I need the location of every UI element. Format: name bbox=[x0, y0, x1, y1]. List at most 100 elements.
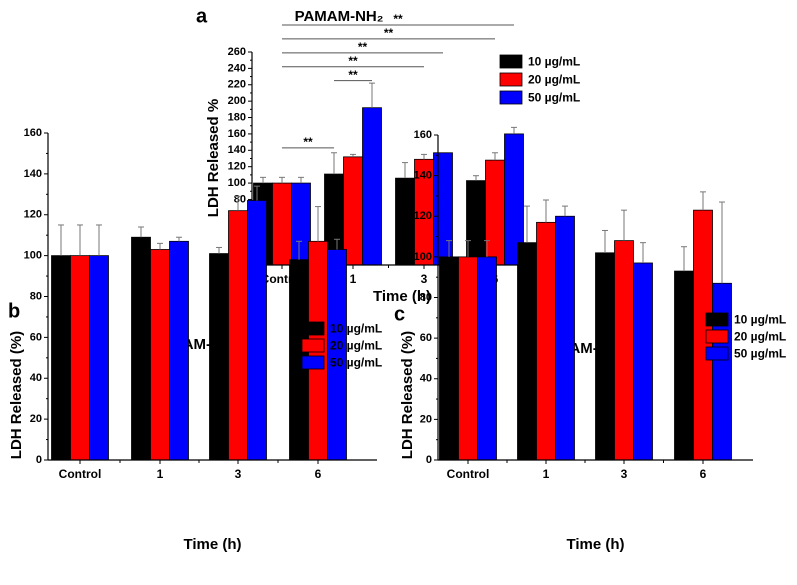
legend-swatch bbox=[705, 329, 729, 344]
y-tick-label: 160 bbox=[414, 129, 432, 141]
y-tick-label: 80 bbox=[420, 291, 432, 303]
bar bbox=[89, 255, 109, 461]
legend-swatch bbox=[705, 346, 729, 361]
y-tick-label: 160 bbox=[24, 127, 42, 139]
significance-label: ** bbox=[393, 12, 403, 26]
y-tick-label: 80 bbox=[30, 290, 42, 302]
x-tick-label: 3 bbox=[621, 467, 628, 481]
bar bbox=[477, 256, 497, 461]
bar bbox=[291, 182, 311, 266]
y-tick-label: 100 bbox=[228, 177, 246, 189]
bar bbox=[712, 282, 732, 461]
x-tick-label: 3 bbox=[421, 272, 428, 286]
legend-label: 10 µg/mL bbox=[734, 313, 786, 327]
legend-swatch bbox=[499, 72, 523, 87]
legend-label: 20 µg/mL bbox=[734, 330, 786, 344]
bar bbox=[485, 159, 505, 266]
bar bbox=[70, 255, 90, 461]
bar bbox=[614, 240, 634, 461]
bar bbox=[458, 256, 478, 461]
x-tick-label: 6 bbox=[700, 467, 707, 481]
y-tick-label: 0 bbox=[36, 454, 42, 466]
legend-swatch bbox=[301, 338, 325, 353]
y-tick-label: 60 bbox=[420, 332, 432, 344]
legend-label: 50 µg/mL bbox=[330, 356, 382, 370]
y-tick-label: 80 bbox=[234, 193, 246, 205]
bar bbox=[272, 182, 292, 266]
legend-label: 20 µg/mL bbox=[528, 73, 580, 87]
legend-label: 20 µg/mL bbox=[330, 339, 382, 353]
y-tick-label: 220 bbox=[228, 79, 246, 91]
y-tick-label: 140 bbox=[24, 168, 42, 180]
bar bbox=[209, 253, 229, 461]
bar bbox=[395, 177, 415, 266]
legend-label: 10 µg/mL bbox=[330, 322, 382, 336]
bar bbox=[595, 252, 615, 461]
bar bbox=[536, 221, 556, 461]
legend-swatch bbox=[499, 54, 523, 69]
chart-panel-a: aPAMAM-NH₂020406080100120140160180200220… bbox=[196, 5, 580, 305]
panel-label: c bbox=[394, 303, 405, 325]
significance-label: ** bbox=[348, 54, 358, 68]
bar bbox=[247, 200, 267, 461]
x-axis-label: Time (h) bbox=[183, 536, 241, 553]
bar bbox=[517, 242, 537, 461]
bar bbox=[633, 262, 653, 461]
x-tick-label: 6 bbox=[315, 467, 322, 481]
bar bbox=[466, 180, 486, 266]
chart-title: PAMAM-NH₂ bbox=[295, 8, 384, 25]
y-tick-label: 40 bbox=[420, 373, 432, 385]
y-tick-label: 100 bbox=[24, 250, 42, 262]
x-tick-label: 1 bbox=[543, 467, 550, 481]
legend-swatch bbox=[301, 355, 325, 370]
legend: 10 µg/mL 20 µg/mL 50 µg/mL bbox=[499, 54, 580, 105]
y-tick-label: 180 bbox=[228, 111, 246, 123]
legend-swatch bbox=[301, 321, 325, 336]
x-tick-label: Control bbox=[447, 467, 490, 481]
bar bbox=[439, 256, 459, 461]
x-tick-label: 1 bbox=[157, 467, 164, 481]
y-tick-label: 160 bbox=[228, 128, 246, 140]
y-tick-label: 240 bbox=[228, 62, 246, 74]
y-tick-label: 60 bbox=[30, 331, 42, 343]
legend: 10 µg/mL 20 µg/mL 50 µg/mL bbox=[705, 312, 786, 361]
y-tick-label: 20 bbox=[30, 413, 42, 425]
legend: 10 µg/mL 20 µg/mL 50 µg/mL bbox=[301, 321, 382, 370]
bar bbox=[228, 210, 248, 461]
bar bbox=[51, 255, 71, 461]
y-tick-label: 200 bbox=[228, 95, 246, 107]
y-tick-label: 120 bbox=[24, 209, 42, 221]
y-tick-label: 40 bbox=[30, 372, 42, 384]
y-tick-label: 140 bbox=[414, 170, 432, 182]
legend-swatch bbox=[705, 312, 729, 327]
y-axis-label: LDH Released % bbox=[205, 99, 222, 217]
bar bbox=[674, 270, 694, 461]
x-axis-label: Time (h) bbox=[373, 288, 431, 305]
y-tick-label: 100 bbox=[414, 251, 432, 263]
significance-label: ** bbox=[348, 68, 358, 82]
x-axis-label: Time (h) bbox=[566, 536, 624, 553]
significance-label: ** bbox=[384, 26, 394, 40]
x-tick-label: 1 bbox=[350, 272, 357, 286]
bar bbox=[150, 249, 170, 461]
y-tick-label: 20 bbox=[420, 413, 432, 425]
y-tick-label: 120 bbox=[414, 210, 432, 222]
legend-label: 50 µg/mL bbox=[528, 91, 580, 105]
bar bbox=[433, 152, 453, 266]
x-tick-label: 3 bbox=[235, 467, 242, 481]
y-axis-label: LDH Released (%) bbox=[399, 331, 416, 459]
bar bbox=[131, 236, 151, 461]
y-axis-label: LDH Released (%) bbox=[8, 331, 25, 459]
legend-swatch bbox=[499, 90, 523, 105]
y-tick-label: 140 bbox=[228, 144, 246, 156]
bar bbox=[362, 107, 382, 266]
y-tick-label: 260 bbox=[228, 46, 246, 58]
legend-label: 10 µg/mL bbox=[528, 55, 580, 69]
y-tick-label: 120 bbox=[228, 161, 246, 173]
bar bbox=[555, 215, 575, 461]
bar bbox=[169, 240, 189, 461]
significance-label: ** bbox=[358, 40, 368, 54]
